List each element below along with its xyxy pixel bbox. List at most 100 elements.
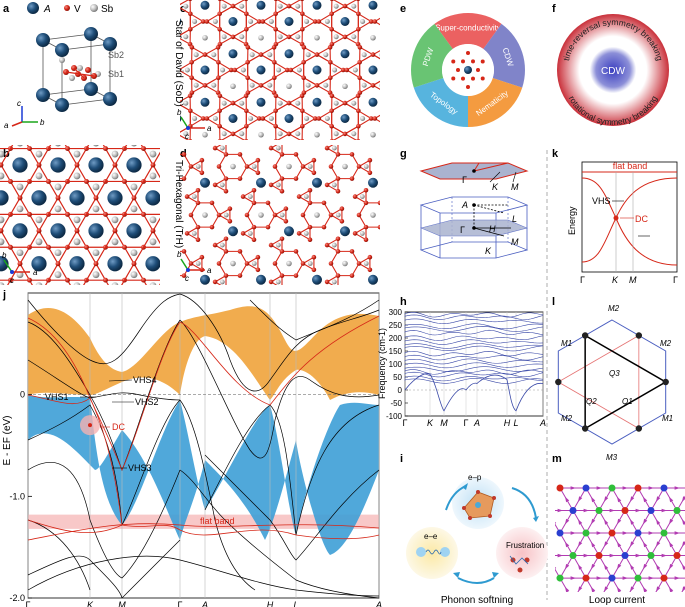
loop-triangle [663,487,685,512]
v-atom [381,183,386,188]
v-atom [216,284,221,289]
sb-atom [352,67,358,73]
v-atom [272,164,278,169]
sb-atom [188,282,195,289]
v-atom [367,157,373,163]
v-atom [396,122,401,127]
v-atom [8,178,13,184]
v-atom [162,139,167,144]
v-atom [224,139,229,144]
v-atom [141,80,146,85]
band-line [179,399,256,591]
sod-triangle [205,12,221,31]
loop-site [595,507,603,515]
j-ylabel: E - EF (eV) [2,415,13,465]
v-atom [328,269,333,274]
v-atom [122,80,127,85]
sb-atom [183,3,189,9]
sb-atom [174,261,180,267]
sb-atom [74,304,81,311]
a-atom [50,223,66,239]
sb-atom [0,172,5,180]
v-atom [150,228,156,234]
v-atom [230,3,236,9]
sb-atom [398,261,404,267]
current-arrow [591,518,596,525]
v-atom [197,284,199,285]
m-point [662,378,669,386]
v-atom [303,31,308,36]
kagome-bond [9,145,31,150]
v-atom [385,108,390,113]
sb-atom [398,277,404,283]
v-atom [244,0,249,2]
red-band-line [27,519,380,540]
v-atom [412,27,417,32]
v-atom [273,41,279,47]
v-atom [273,0,278,2]
v-atom [312,14,317,19]
sb-atom [150,85,157,92]
v-atom [217,108,222,114]
a-atom [256,274,266,285]
v-atom [386,236,391,241]
sb-atom [398,83,404,89]
v-atom [342,3,348,9]
v-atom [196,104,201,109]
v-atom [217,123,222,129]
svg-text:c: c [10,276,14,285]
kagome-bond [0,229,12,248]
sod-triangle [191,76,207,94]
kagome-bond [104,279,126,285]
sb-atom [277,3,283,9]
v-atom [293,249,299,254]
v-atom [56,64,61,69]
sb-atom [275,145,281,151]
sb-atom [130,205,138,213]
v-atom [301,172,306,177]
a-atom [12,26,27,41]
a-atom [396,129,406,139]
band-line [249,299,380,341]
current-arrow [583,553,589,558]
v-atom [284,0,289,3]
v-atom [212,279,218,285]
a-atom [31,256,47,272]
h-xtick-4: A [473,418,480,428]
sb-atom [54,183,62,191]
sb-atom [277,100,283,106]
sb-atom [230,277,236,283]
v-atom [184,194,190,199]
sod-triangle [261,12,277,31]
v-atom [386,94,391,99]
current-arrow [617,563,622,570]
a-atom [107,124,122,139]
sb-atom [390,4,395,9]
v-atom [203,149,208,154]
v-atom [244,205,249,210]
v-atom [293,113,298,118]
v-atom [244,164,250,169]
sod-triangle [386,62,399,77]
j-xtick-3: Γ [178,600,183,607]
current-arrow [617,586,622,592]
v-atom [199,254,205,260]
legend-v-label: V [74,4,81,15]
unit-cell-a [36,27,117,112]
sb-atom [59,57,65,63]
sod-triangle [371,50,380,60]
sod-triangle [343,0,359,15]
phonon-branch [404,345,544,352]
v-atom [255,14,260,19]
wheel-label: Super-conductivity [435,24,501,33]
v-atom [151,31,156,36]
v-atom [244,11,249,17]
v-atom [274,191,279,196]
v-atom [412,236,417,241]
sb-atom [157,116,162,121]
v-atom [149,116,154,121]
current-arrow [630,586,635,592]
kagome-bond [220,149,239,165]
v-atom [392,249,397,254]
v-atom [46,80,51,85]
